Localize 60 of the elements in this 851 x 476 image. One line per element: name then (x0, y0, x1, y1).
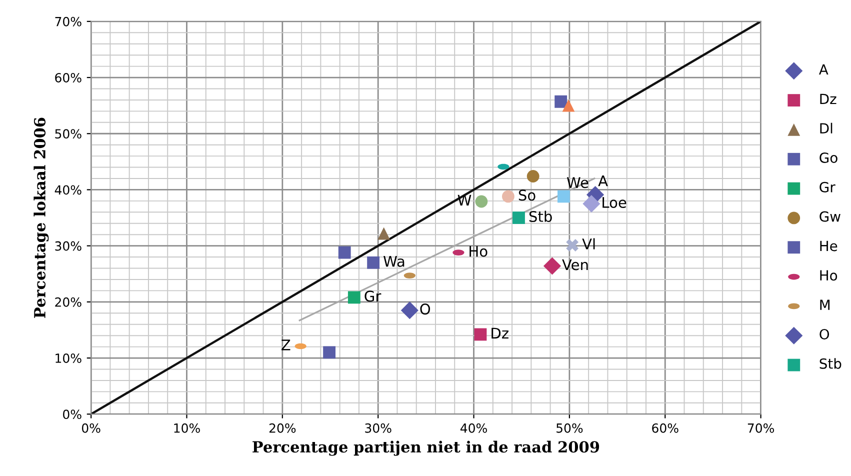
annotation: A (598, 176, 608, 186)
annotation: So (518, 190, 536, 201)
y-tick-label: 0% (63, 410, 82, 420)
annotation: O (420, 304, 430, 315)
point (582, 194, 600, 213)
point (566, 239, 579, 252)
x-tick-label: 10% (174, 423, 200, 433)
y-tick-label: 40% (54, 185, 82, 195)
y-axis-title: Percentage lokaal 2006 (34, 118, 49, 318)
annotation: We (566, 177, 588, 188)
x-tick-label: 70% (748, 423, 774, 433)
legend-label: A (818, 64, 828, 75)
legend-label: Dz (820, 94, 836, 104)
annotation: Vl (582, 238, 595, 250)
annotation: Stb (529, 210, 552, 222)
point (502, 190, 514, 203)
point (562, 99, 575, 112)
legend-label: O (820, 328, 830, 340)
x-tick-label: 0% (82, 423, 100, 433)
legend-label: Gr (820, 182, 836, 192)
point (400, 302, 418, 320)
y-tick-label: 60% (55, 72, 82, 82)
y-tick-label: 20% (55, 297, 82, 307)
point (512, 212, 525, 224)
y-tick-label: 10% (56, 353, 82, 363)
annotation: Ven (562, 259, 588, 270)
legend-label: Ho (820, 270, 838, 281)
point (543, 257, 562, 275)
legend-label: Gw (820, 211, 840, 222)
annotation: Dz (492, 328, 508, 338)
legend-label: M (820, 300, 830, 310)
legend-label: Stb (820, 358, 842, 369)
legend-label: He (820, 240, 838, 252)
annotation: Ho (470, 246, 488, 257)
x-axis-title: Percentage partijen niet in de raad 2009 (252, 440, 600, 456)
point (338, 246, 351, 259)
x-tick-label: 30% (365, 423, 392, 433)
annotation: Loe (602, 197, 626, 208)
point (474, 328, 487, 341)
point (348, 291, 360, 304)
x-tick-label: 40% (460, 423, 487, 433)
y-tick-label: 70% (55, 16, 82, 26)
x-tick-label: 60% (652, 423, 678, 433)
x-tick-label: 20% (269, 423, 296, 433)
point (378, 227, 390, 240)
legend-label: Go (820, 152, 838, 163)
annotation: Gr (364, 290, 382, 302)
point (557, 190, 570, 203)
point (323, 346, 336, 359)
y-tick-label: 30% (55, 241, 82, 251)
point (367, 256, 380, 269)
point (475, 195, 488, 208)
x-tick-label: 50% (556, 423, 583, 433)
point (554, 95, 568, 108)
annotation: W (458, 194, 472, 206)
legend-label: Dl (820, 122, 832, 134)
y-tick-label: 50% (55, 129, 82, 139)
annotation: Z (282, 340, 290, 350)
annotation: Wa (384, 256, 404, 267)
point (526, 170, 540, 182)
